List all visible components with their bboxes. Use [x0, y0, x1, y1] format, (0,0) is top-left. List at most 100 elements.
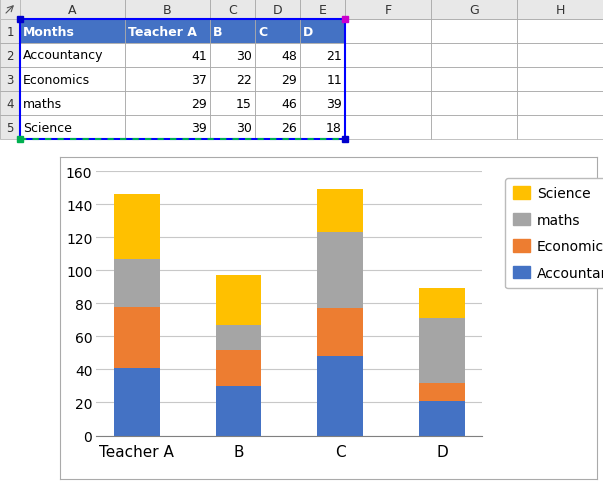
Text: Science: Science	[23, 121, 72, 134]
Text: 29: 29	[281, 74, 297, 86]
Text: 39: 39	[191, 121, 207, 134]
Bar	[20, 44, 125, 68]
Bar	[210, 44, 255, 68]
Bar	[210, 68, 255, 92]
Bar	[216, 350, 262, 386]
Bar	[20, 20, 345, 140]
Bar	[419, 401, 465, 436]
Bar	[210, 68, 255, 92]
Text: 39: 39	[326, 97, 342, 110]
Bar	[300, 92, 345, 116]
Bar	[431, 0, 517, 20]
Bar	[517, 20, 603, 44]
Text: 2: 2	[6, 49, 14, 62]
Bar	[0, 92, 20, 116]
Text: G: G	[469, 3, 479, 16]
Bar	[216, 325, 262, 350]
Bar	[431, 68, 517, 92]
Bar	[125, 20, 210, 44]
Bar	[300, 116, 345, 140]
Bar	[216, 276, 262, 325]
Text: Accountancy: Accountancy	[23, 49, 104, 62]
Bar	[255, 116, 300, 140]
Bar	[517, 68, 603, 92]
Bar	[20, 116, 125, 140]
Bar	[300, 116, 345, 140]
Bar	[300, 68, 345, 92]
Bar	[419, 318, 465, 383]
Text: C: C	[228, 3, 237, 16]
Bar	[345, 20, 431, 44]
Text: 15: 15	[236, 97, 252, 110]
Bar	[255, 20, 300, 44]
Bar	[345, 92, 431, 116]
Bar	[431, 0, 517, 20]
Bar	[517, 0, 603, 20]
Text: 11: 11	[326, 74, 342, 86]
Bar	[517, 116, 603, 140]
Bar	[345, 20, 431, 44]
Text: D: D	[273, 3, 282, 16]
Bar	[345, 68, 431, 92]
Bar	[345, 116, 431, 140]
Text: 22: 22	[236, 74, 252, 86]
Text: 30: 30	[236, 121, 252, 134]
Bar	[517, 20, 603, 44]
Bar	[125, 116, 210, 140]
Bar	[517, 44, 603, 68]
Bar	[0, 44, 20, 68]
Bar	[300, 92, 345, 116]
Text: 37: 37	[191, 74, 207, 86]
Bar	[125, 0, 210, 20]
Bar	[210, 116, 255, 140]
Bar	[517, 0, 603, 20]
Bar	[125, 116, 210, 140]
Bar	[431, 92, 517, 116]
Bar	[210, 116, 255, 140]
Bar	[517, 68, 603, 92]
Text: 18: 18	[326, 121, 342, 134]
Bar	[125, 92, 210, 116]
Bar	[300, 0, 345, 20]
Bar	[317, 356, 363, 436]
Bar	[0, 92, 20, 116]
Bar	[0, 68, 20, 92]
Text: 30: 30	[236, 49, 252, 62]
Bar	[125, 68, 210, 92]
Text: B: B	[213, 26, 223, 38]
Bar	[20, 68, 125, 92]
Bar	[300, 20, 345, 44]
Bar	[317, 233, 363, 309]
Bar	[125, 44, 210, 68]
Bar	[0, 116, 20, 140]
Text: Months: Months	[23, 26, 75, 38]
Bar	[210, 44, 255, 68]
Bar	[517, 92, 603, 116]
Text: C: C	[258, 26, 267, 38]
Bar	[20, 92, 125, 116]
Bar	[255, 44, 300, 68]
Bar	[114, 307, 160, 368]
Text: E: E	[318, 3, 326, 16]
Bar	[345, 116, 431, 140]
Bar	[210, 92, 255, 116]
Bar	[125, 68, 210, 92]
Bar	[125, 44, 210, 68]
Bar	[0, 0, 20, 20]
Bar	[345, 0, 431, 20]
Bar	[419, 383, 465, 401]
Bar	[20, 0, 125, 20]
Text: 5: 5	[6, 121, 14, 134]
Bar	[0, 68, 20, 92]
Bar	[345, 44, 431, 68]
Bar	[300, 20, 345, 44]
Bar	[114, 259, 160, 307]
Bar	[300, 44, 345, 68]
Bar	[517, 116, 603, 140]
Bar	[0, 20, 20, 44]
Bar	[431, 20, 517, 44]
Text: 26: 26	[281, 121, 297, 134]
Bar	[517, 44, 603, 68]
Text: 41: 41	[191, 49, 207, 62]
Bar	[345, 44, 431, 68]
